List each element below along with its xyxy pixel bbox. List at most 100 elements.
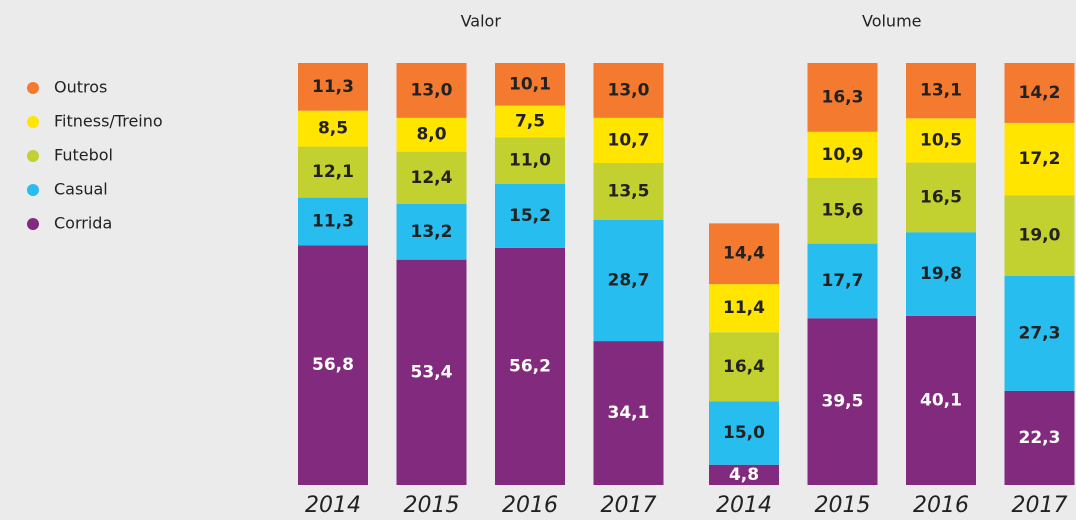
value-label: 13,2 [411, 222, 453, 242]
value-label: 10,1 [509, 74, 551, 94]
bar-segment [298, 245, 368, 485]
bar-segment [709, 464, 779, 485]
value-label: 28,7 [608, 271, 650, 291]
value-label: 11,3 [312, 77, 354, 97]
value-label: 10,9 [822, 145, 864, 165]
legend-swatch [27, 116, 39, 128]
bar-segment [906, 162, 976, 233]
legend-label: Outros [54, 78, 107, 97]
value-label: 11,0 [509, 150, 551, 170]
x-tick-label: 2017 [1012, 493, 1068, 518]
x-tick-label: 2015 [404, 493, 460, 518]
bar-segment [1004, 122, 1075, 196]
legend-swatch [27, 150, 39, 162]
x-tick-label: 2017 [601, 493, 657, 518]
value-label: 15,0 [723, 423, 765, 443]
x-tick-label: 2014 [305, 493, 361, 518]
bar-segment [593, 163, 664, 220]
value-label: 39,5 [822, 392, 864, 412]
value-label: 17,2 [1019, 149, 1061, 169]
bar-segment [807, 63, 878, 132]
value-label: 14,2 [1019, 83, 1061, 103]
legend-label: Corrida [54, 214, 112, 233]
value-label: 16,5 [920, 187, 962, 207]
value-label: 17,7 [822, 271, 864, 291]
bar-segment [298, 146, 368, 198]
bar-segment [1004, 195, 1075, 276]
bar-segment [709, 401, 779, 465]
legend-swatch [27, 184, 39, 196]
x-tick-label: 2016 [502, 493, 558, 518]
bar-segment [396, 63, 467, 118]
bar-segment [807, 131, 878, 178]
bar-segment [593, 117, 664, 164]
bar-segment [807, 318, 878, 485]
value-label: 22,3 [1019, 428, 1061, 448]
legend-label: Casual [54, 180, 108, 199]
legend-swatch [27, 82, 39, 94]
bar-segment [906, 232, 976, 316]
value-label: 13,5 [608, 181, 650, 201]
bar-segment [495, 183, 565, 248]
value-label: 16,3 [822, 87, 864, 107]
value-label: 34,1 [608, 403, 650, 423]
bar-segment [495, 105, 565, 138]
bar-segment [807, 243, 878, 319]
value-label: 10,5 [920, 130, 962, 150]
value-label: 14,4 [723, 244, 765, 264]
bar-segment [396, 117, 467, 152]
bar-segment [495, 137, 565, 184]
bar-segment [396, 203, 467, 260]
value-label: 11,3 [312, 211, 354, 231]
bar-segment [396, 151, 467, 204]
value-label: 19,8 [920, 264, 962, 284]
legend-label: Fitness/Treino [54, 112, 163, 131]
bar-segment [593, 63, 664, 118]
value-label: 16,4 [723, 357, 765, 377]
value-label: 19,0 [1019, 226, 1061, 246]
value-label: 10,7 [608, 130, 650, 150]
bar-segment [906, 63, 976, 119]
value-label: 13,0 [608, 80, 650, 100]
bar-segment [593, 219, 664, 342]
value-label: 12,4 [411, 168, 453, 188]
bar-segment [906, 315, 976, 485]
bar-segment [906, 118, 976, 163]
chart-title: Volume [862, 12, 922, 31]
bar-segment [709, 284, 779, 333]
bar-segment [709, 223, 779, 285]
bar-segment [298, 197, 368, 246]
value-label: 13,0 [411, 80, 453, 100]
legend-label: Futebol [54, 146, 113, 165]
bar-segment [1004, 390, 1075, 485]
bar-segment [495, 63, 565, 106]
bar-segment [709, 332, 779, 402]
value-label: 4,8 [729, 465, 759, 485]
bar-segment [495, 247, 565, 485]
bar-segment [1004, 275, 1075, 391]
bar-segment [807, 177, 878, 244]
value-label: 56,2 [509, 356, 551, 376]
bar-segment [1004, 63, 1075, 123]
x-tick-label: 2016 [913, 493, 969, 518]
bar-segment [396, 259, 467, 485]
value-label: 15,2 [509, 206, 551, 226]
legend-swatch [27, 218, 39, 230]
value-label: 7,5 [515, 111, 545, 131]
bar-segment [298, 63, 368, 111]
x-tick-label: 2015 [815, 493, 871, 518]
value-label: 8,5 [318, 119, 348, 139]
value-label: 40,1 [920, 390, 962, 410]
value-label: 15,6 [822, 201, 864, 221]
x-tick-label: 2014 [716, 493, 772, 518]
value-label: 53,4 [411, 362, 453, 382]
value-label: 56,8 [312, 355, 354, 375]
value-label: 27,3 [1019, 323, 1061, 343]
chart-title: Valor [461, 12, 502, 31]
bar-segment [593, 341, 664, 485]
value-label: 13,1 [920, 81, 962, 101]
value-label: 12,1 [312, 162, 354, 182]
value-label: 11,4 [723, 298, 765, 318]
bar-segment [298, 110, 368, 147]
